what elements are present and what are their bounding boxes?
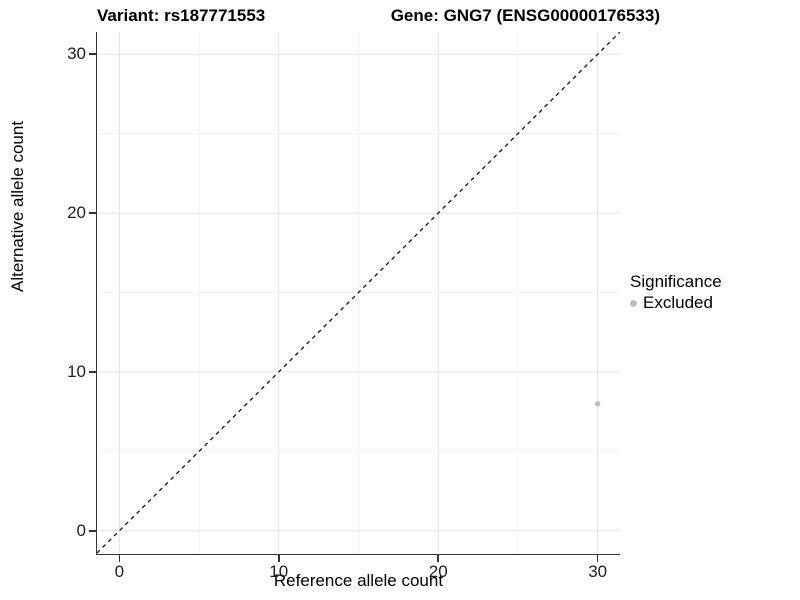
data-point — [594, 400, 600, 407]
identity-dashed-line — [96, 32, 620, 553]
x-tick-label: 20 — [428, 562, 448, 581]
y-tick-label: 20 — [67, 203, 86, 223]
x-tick-mark — [596, 554, 599, 562]
x-tick-label: 0 — [114, 562, 125, 581]
x-tick-mark — [118, 554, 121, 562]
x-tick-mark — [437, 554, 439, 562]
variant-title: Variant: rs187771553 — [97, 6, 266, 25]
x-tick-mark — [278, 554, 280, 562]
gene-title: Gene: GNG7 (ENSG00000176533) — [390, 6, 660, 25]
y-tick-label: 0 — [76, 520, 86, 540]
plot-panel — [95, 32, 620, 555]
y-tick-mark — [88, 371, 96, 373]
excluded-point-icon — [630, 299, 637, 307]
legend-title: Significance — [630, 272, 722, 291]
legend-item-label: Excluded — [643, 293, 713, 312]
y-tick-label: 30 — [67, 44, 86, 64]
x-tick-label: 30 — [588, 562, 608, 581]
y-tick-label: 10 — [67, 361, 86, 381]
x-tick-label: 10 — [269, 562, 289, 581]
y-tick-mark — [88, 530, 96, 532]
plot-title-row: Variant: rs187771553 Gene: GNG7 (ENSG000… — [97, 5, 660, 27]
legend: Significance Excluded — [630, 272, 722, 313]
y-tick-mark — [88, 212, 96, 214]
x-axis-title: Reference allele count — [273, 571, 444, 590]
scatter-plot-canvas — [96, 32, 620, 553]
legend-item-excluded: Excluded — [630, 293, 722, 313]
y-tick-mark — [88, 53, 96, 55]
